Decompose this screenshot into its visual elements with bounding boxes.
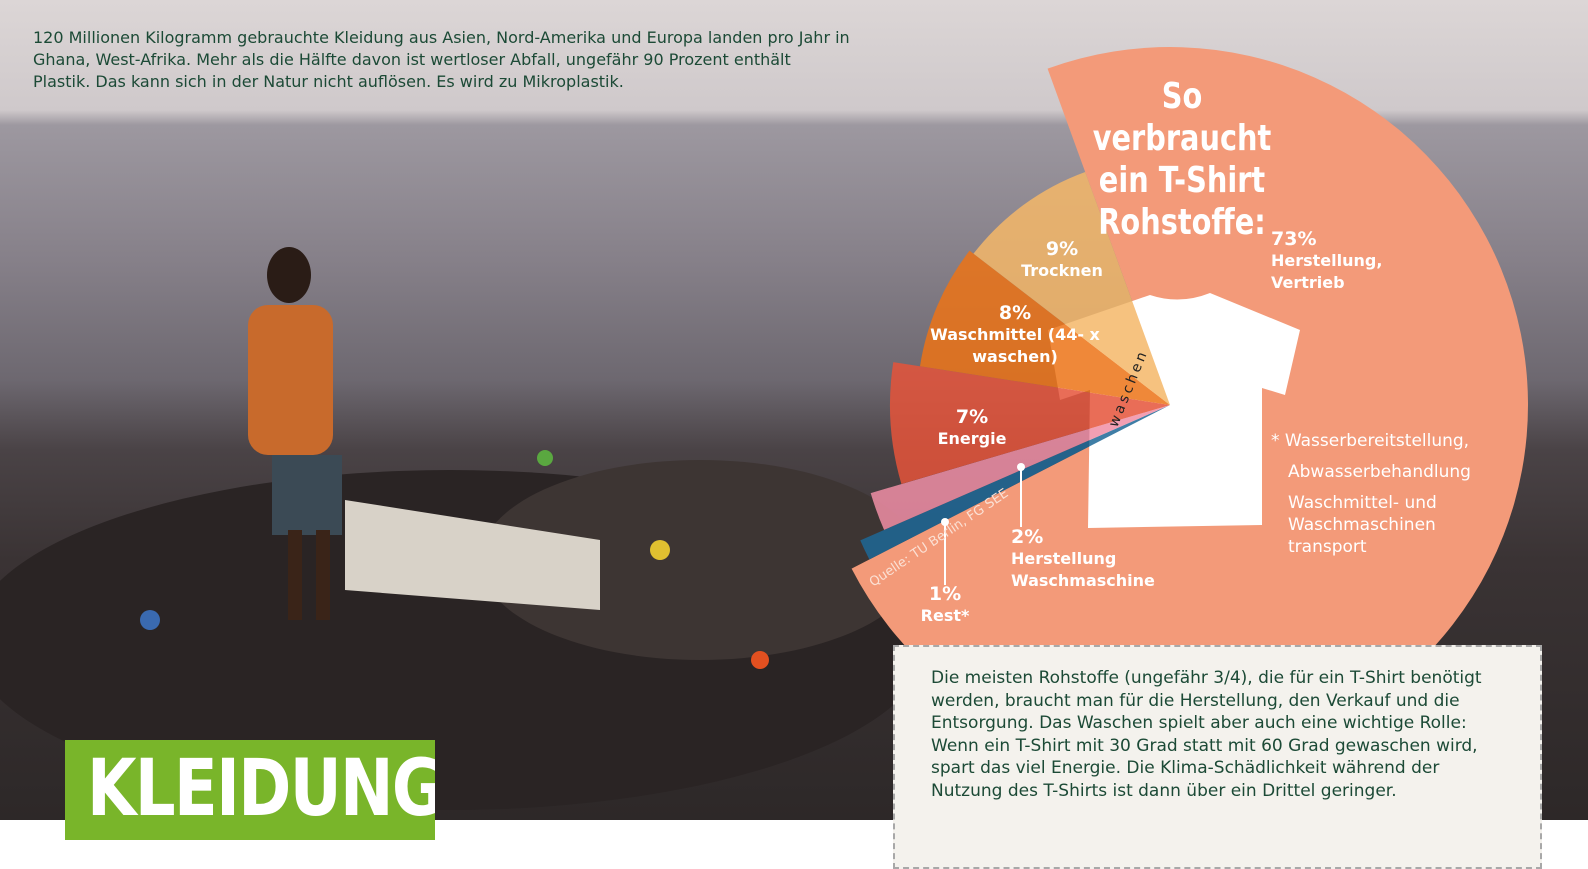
- slice-value-label: 1%: [905, 583, 985, 605]
- footnote-line: * Wasserbereitstellung,: [1271, 430, 1511, 452]
- slice-category-label: Herstellung Waschmaschine: [1011, 548, 1171, 592]
- page: waschenQuelle: TU Berlin, FG SEE 120 Mil…: [0, 0, 1588, 820]
- slice-value-label: 9%: [1002, 238, 1122, 260]
- slice-category-label: Waschmittel (44- x waschen): [930, 324, 1100, 368]
- slice-category-label: Rest*: [905, 605, 985, 627]
- info-box: Die meisten Rohstoffe (ungefähr 3/4), di…: [893, 645, 1542, 869]
- pointer-dot: [1017, 463, 1025, 471]
- slice-value-label: 8%: [930, 302, 1100, 324]
- section-badge: KLEIDUNG: [65, 740, 435, 840]
- slice-category-label: Trocknen: [1002, 260, 1122, 282]
- chart-title: So verbraucht ein T-Shirt Rohstoffe:: [1086, 76, 1278, 244]
- intro-text: 120 Millionen Kilogramm gebrauchte Kleid…: [33, 27, 853, 93]
- slice-category-label: Energie: [912, 428, 1032, 450]
- info-text: Die meisten Rohstoffe (ungefähr 3/4), di…: [931, 667, 1491, 802]
- slice-label: 1%Rest*: [905, 583, 985, 627]
- slice-label: 9%Trocknen: [1002, 238, 1122, 282]
- slice-value-label: 73%: [1271, 228, 1401, 250]
- section-label: KLEIDUNG: [87, 744, 372, 834]
- slice-value-label: 2%: [1011, 526, 1171, 548]
- photo-shapes: [0, 247, 930, 810]
- slice-value-label: 7%: [912, 406, 1032, 428]
- slice-label: 2%Herstellung Waschmaschine: [1011, 526, 1171, 592]
- slice-label: 8%Waschmittel (44- x waschen): [930, 302, 1100, 368]
- slice-label: 73%Herstellung, Vertrieb: [1271, 228, 1401, 294]
- footnote-line: Abwasserbehandlung: [1288, 461, 1528, 483]
- slice-label: 7%Energie: [912, 406, 1032, 450]
- footnote-line: Waschmittel- und Waschmaschinen transpor…: [1288, 492, 1478, 558]
- slice-category-label: Herstellung, Vertrieb: [1271, 250, 1401, 294]
